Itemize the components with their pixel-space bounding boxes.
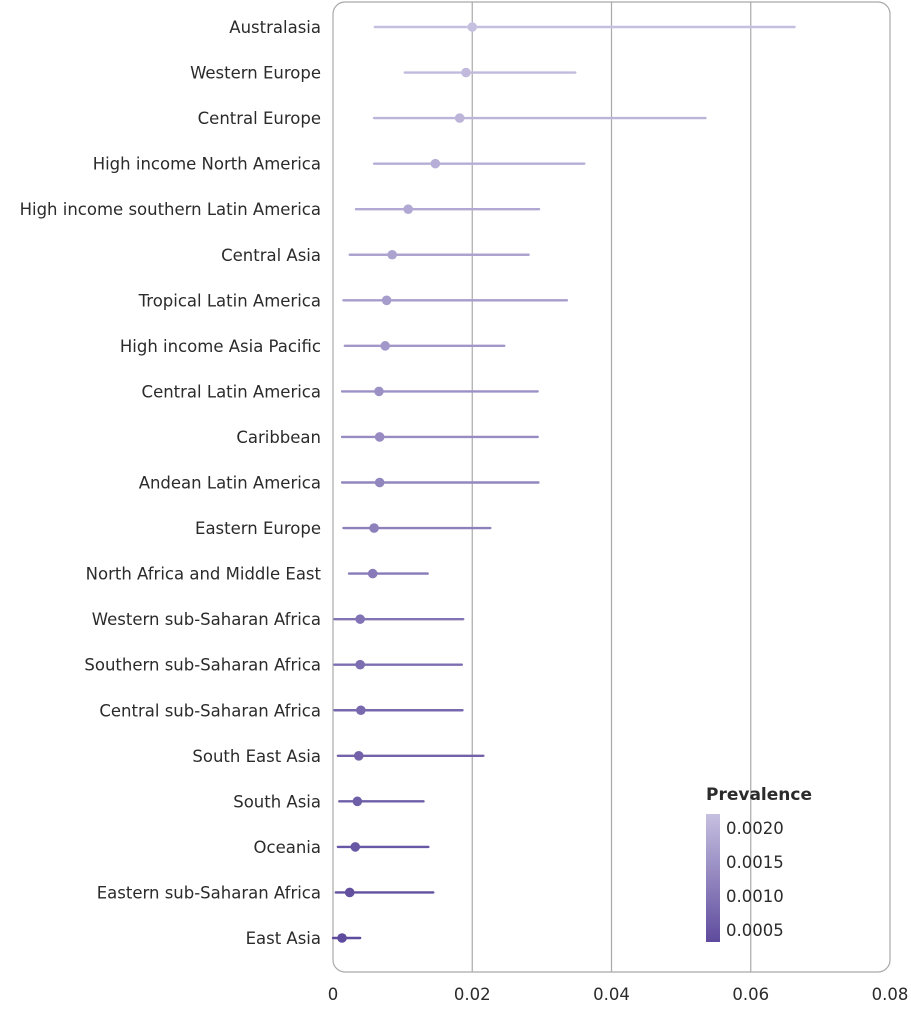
legend-label: 0.0015 [726, 853, 784, 872]
estimate-point [467, 22, 478, 32]
x-tick-label: 0 [328, 985, 339, 1004]
region-label: Tropical Latin America [138, 291, 321, 310]
region-label: Central sub-Saharan Africa [99, 701, 321, 720]
region-label: High income North America [93, 155, 321, 174]
estimate-point [374, 477, 385, 488]
estimate-point [454, 113, 465, 123]
x-tick-label: 0.08 [872, 985, 909, 1004]
x-tick-label: 0.04 [593, 985, 630, 1004]
estimate-point [430, 158, 441, 169]
region-label: Eastern Europe [195, 519, 321, 538]
region-label: Western sub-Saharan Africa [92, 610, 321, 629]
estimate-point [369, 523, 379, 533]
estimate-point [353, 751, 364, 761]
estimate-point [355, 614, 365, 624]
region-label: Andean Latin America [139, 474, 321, 493]
region-label: Central Latin America [142, 382, 321, 401]
estimate-point [350, 842, 361, 852]
legend-title: Prevalence [706, 785, 812, 805]
estimate-point [367, 568, 378, 579]
estimate-point [381, 295, 392, 306]
region-label: Southern sub-Saharan Africa [84, 656, 321, 675]
region-label: Caribbean [236, 428, 321, 447]
x-tick-label: 0.02 [454, 985, 491, 1004]
legend-label: 0.0010 [726, 887, 784, 906]
region-label: South Asia [233, 792, 321, 811]
legend-label: 0.0005 [726, 921, 784, 940]
region-label: High income Asia Pacific [120, 337, 321, 356]
region-label: North Africa and Middle East [86, 565, 322, 584]
region-label: East Asia [246, 929, 321, 948]
estimate-point [374, 432, 385, 442]
estimate-point [355, 659, 365, 670]
region-label: Oceania [254, 838, 321, 857]
estimate-point [344, 887, 355, 898]
estimate-point [387, 249, 397, 260]
region-label: Central Asia [221, 246, 321, 265]
estimate-point [380, 341, 391, 351]
estimate-point [374, 386, 384, 397]
region-label: Central Europe [198, 109, 321, 128]
estimate-point [337, 933, 347, 943]
estimate-point [461, 67, 471, 78]
estimate-point [403, 204, 413, 214]
region-label: Eastern sub-Saharan Africa [97, 883, 321, 902]
region-label: Australasia [229, 18, 321, 37]
region-label: Western Europe [190, 64, 321, 83]
legend-label: 0.0020 [726, 819, 784, 838]
region-label: South East Asia [192, 747, 321, 766]
region-label: High income southern Latin America [20, 200, 321, 219]
estimate-point [352, 796, 363, 807]
estimate-point [356, 705, 366, 716]
x-tick-label: 0.06 [732, 985, 769, 1004]
legend-color-bar [706, 814, 720, 942]
